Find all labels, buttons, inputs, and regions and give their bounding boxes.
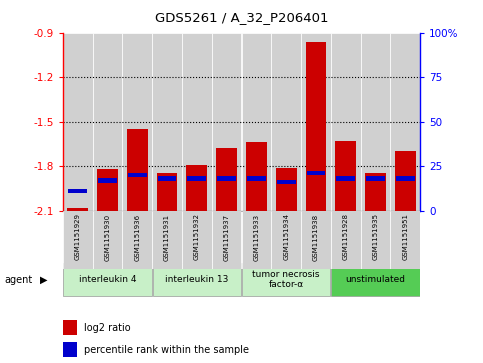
Bar [68, 189, 87, 193]
Text: unstimulated: unstimulated [345, 275, 406, 284]
Bar [246, 142, 267, 211]
Text: GSM1151937: GSM1151937 [224, 213, 229, 261]
Bar [63, 320, 77, 335]
Bar [390, 211, 420, 269]
Bar [276, 168, 297, 211]
Text: interleukin 13: interleukin 13 [165, 275, 228, 284]
Bar [122, 211, 152, 269]
Bar [307, 171, 326, 175]
Bar [247, 176, 266, 181]
Bar [361, 33, 390, 211]
Bar [365, 174, 386, 211]
Bar [63, 342, 77, 357]
Bar [153, 263, 241, 296]
Bar [216, 148, 237, 211]
Bar [157, 176, 176, 181]
Bar [93, 33, 122, 211]
Text: GSM1151931: GSM1151931 [164, 213, 170, 261]
Text: GDS5261 / A_32_P206401: GDS5261 / A_32_P206401 [155, 11, 328, 24]
Text: percentile rank within the sample: percentile rank within the sample [84, 345, 249, 355]
Bar [98, 178, 117, 183]
Text: ▶: ▶ [40, 274, 47, 285]
Bar [217, 176, 236, 181]
Text: GSM1151934: GSM1151934 [283, 213, 289, 260]
Bar [186, 164, 207, 211]
Bar [396, 176, 415, 181]
Text: GSM1151951: GSM1151951 [402, 213, 408, 260]
Bar [122, 33, 152, 211]
Text: GSM1151936: GSM1151936 [134, 213, 140, 261]
Text: GSM1151928: GSM1151928 [343, 213, 349, 260]
Text: tumor necrosis
factor-α: tumor necrosis factor-α [253, 270, 320, 289]
Bar [242, 263, 330, 296]
Bar [63, 211, 93, 269]
Bar [301, 33, 331, 211]
Text: GSM1151935: GSM1151935 [372, 213, 379, 260]
Text: GSM1151929: GSM1151929 [75, 213, 81, 260]
Bar [152, 33, 182, 211]
Text: GSM1151932: GSM1151932 [194, 213, 200, 260]
Bar [182, 33, 212, 211]
Bar [212, 33, 242, 211]
Bar [187, 176, 206, 181]
Text: GSM1151938: GSM1151938 [313, 213, 319, 261]
Bar [390, 33, 420, 211]
Bar [128, 173, 147, 177]
Bar [67, 208, 88, 211]
Text: log2 ratio: log2 ratio [84, 323, 131, 333]
Bar [271, 33, 301, 211]
Bar [93, 211, 122, 269]
Bar [242, 33, 271, 211]
Bar [182, 211, 212, 269]
Bar [395, 151, 416, 211]
Bar [242, 211, 271, 269]
Bar [331, 211, 361, 269]
Bar [336, 176, 355, 181]
Text: interleukin 4: interleukin 4 [79, 275, 136, 284]
Bar [306, 41, 327, 211]
Bar [63, 33, 93, 211]
Bar [361, 211, 390, 269]
Bar [277, 180, 296, 184]
Bar [271, 211, 301, 269]
Bar [335, 141, 356, 211]
Bar [331, 263, 420, 296]
Bar [97, 169, 118, 211]
Bar [127, 129, 148, 211]
Bar [156, 174, 177, 211]
Bar [366, 176, 385, 181]
Bar [212, 211, 242, 269]
Text: GSM1151930: GSM1151930 [104, 213, 111, 261]
Bar [331, 33, 361, 211]
Bar [301, 211, 331, 269]
Bar [63, 263, 152, 296]
Text: GSM1151933: GSM1151933 [254, 213, 259, 261]
Bar [152, 211, 182, 269]
Text: agent: agent [5, 274, 33, 285]
